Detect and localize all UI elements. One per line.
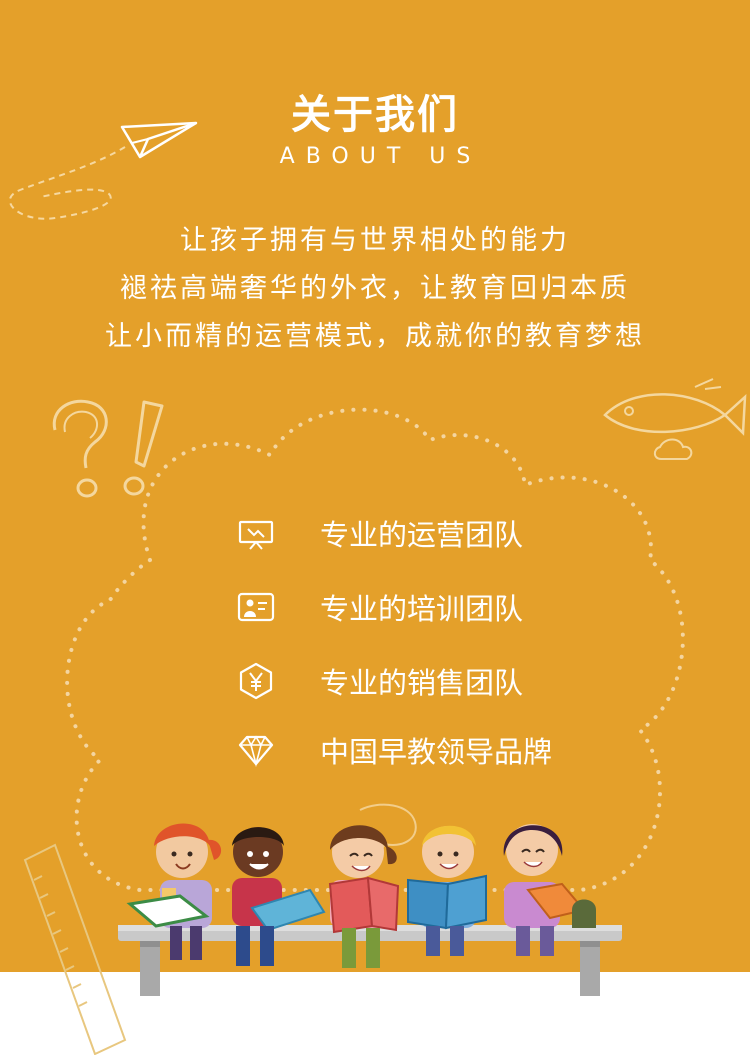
paper-plane-icon [8,121,198,220]
bottom-white-band [0,972,750,1055]
children-reading-illustration [118,803,622,996]
child-1 [126,823,222,960]
feature-training-team: 专业的培训团队 [236,585,523,629]
feature-label: 专业的运营团队 [320,518,524,552]
question-exclamation-doodle-icon [52,399,164,498]
feature-operations-team: 专业的运营团队 [236,511,523,555]
child-4 [407,825,487,956]
diamond-icon [238,735,274,768]
intro-line-2: 褪祛高端奢华的外衣，让教育回归本质 [120,273,630,304]
child-3 [328,825,400,968]
ruler-doodle-icon [23,843,127,1055]
child-5 [503,824,596,956]
feature-label: 专业的销售团队 [320,666,524,700]
trainer-person-icon [237,592,275,622]
feature-sales-team: 专业的销售团队 [236,659,523,703]
feature-brand: 中国早教领导品牌 [236,728,552,772]
feature-label: 中国早教领导品牌 [320,735,553,769]
feature-label: 专业的培训团队 [320,592,524,626]
fish-doodle-icon [603,378,747,460]
intro-line-1: 让孩子拥有与世界相处的能力 [180,225,570,256]
presentation-board-icon [238,520,274,550]
child-2 [232,827,326,966]
page-title: 关于我们 [291,92,459,138]
intro-line-3: 让小而精的运营模式，成就你的教育梦想 [105,321,645,352]
page-subtitle: ABOUT US [279,144,482,169]
yen-coin-icon [239,662,273,700]
